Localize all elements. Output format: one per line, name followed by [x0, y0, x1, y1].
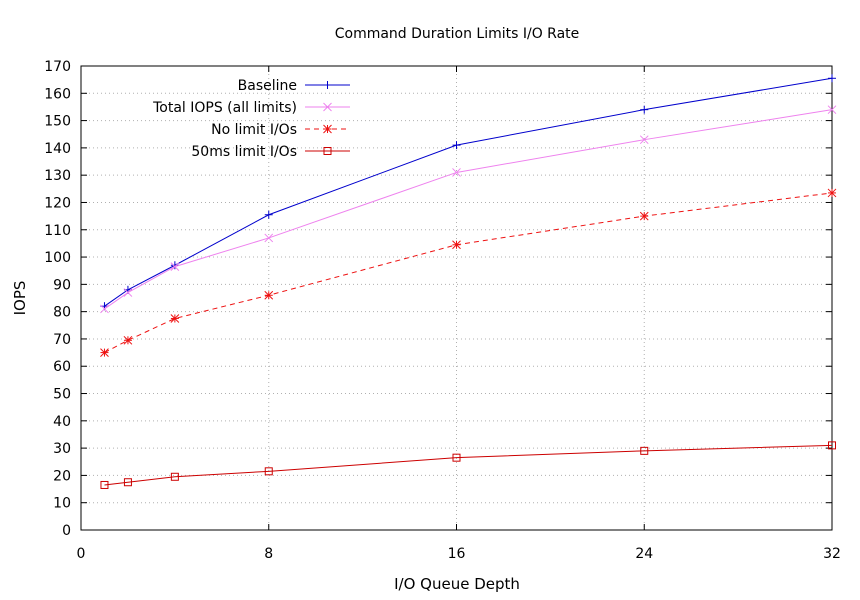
legend-label: 50ms limit I/Os: [191, 144, 297, 160]
series-line: [104, 444, 833, 486]
data-point: [100, 348, 109, 357]
y-tick-label: 150: [44, 114, 71, 130]
data-point: [170, 262, 180, 271]
legend-swatch-marker: [323, 147, 332, 155]
legend-swatch-marker: [323, 102, 332, 112]
data-point: [264, 290, 274, 300]
data-point: [264, 210, 273, 219]
y-tick-label: 40: [53, 414, 71, 430]
x-tick-label: 24: [635, 546, 653, 562]
data-point: [170, 314, 180, 323]
x-tick-label: 32: [823, 546, 841, 562]
grid: [81, 66, 832, 530]
y-tick-label: 160: [44, 86, 71, 102]
data-point: [123, 335, 133, 345]
data-point: [264, 233, 274, 243]
data-point: [452, 240, 461, 250]
x-tick-label: 0: [77, 546, 86, 562]
y-tick-label: 30: [53, 441, 71, 457]
legend-label: Baseline: [238, 78, 297, 94]
data-point: [170, 472, 179, 481]
y-tick-label: 120: [44, 195, 71, 211]
data-point: [827, 188, 837, 198]
y-tick-label: 170: [44, 59, 71, 75]
series-line: [104, 109, 833, 310]
data-point: [640, 446, 649, 455]
axes: 0102030405060708090100110120130140150160…: [44, 59, 841, 562]
data-point: [640, 105, 649, 114]
data-point: [452, 453, 461, 462]
y-tick-label: 50: [53, 387, 71, 403]
x-axis-label: I/O Queue Depth: [394, 575, 520, 593]
legend: Baseline Total IOPS (all limits) No limit …: [152, 78, 350, 160]
data-point: [264, 467, 273, 476]
y-tick-label: 90: [53, 277, 71, 293]
data-point: [639, 135, 649, 145]
legend-item: Baseline: [238, 78, 350, 94]
y-tick-label: 0: [62, 523, 71, 539]
y-tick-label: 110: [44, 223, 71, 239]
legend-label: Total IOPS (all limits): [152, 100, 297, 116]
data-point: [828, 74, 836, 83]
series-2: [100, 105, 837, 314]
legend-swatch-marker: [323, 124, 332, 134]
data-point: [100, 304, 109, 314]
legend-item: 50ms limit I/Os: [191, 144, 350, 160]
x-tick-label: 16: [448, 546, 466, 562]
series-layer: [100, 74, 837, 489]
data-point: [123, 478, 132, 487]
legend-swatch-marker: [323, 81, 332, 89]
y-tick-label: 20: [53, 468, 71, 484]
data-point: [123, 288, 133, 297]
series-3: [100, 188, 837, 357]
y-tick-label: 10: [53, 496, 71, 512]
series-4: [100, 441, 836, 489]
series-line: [104, 192, 833, 354]
y-tick-label: 140: [44, 141, 71, 157]
data-point: [100, 480, 109, 489]
y-tick-label: 130: [44, 168, 71, 184]
data-point: [452, 168, 461, 177]
y-tick-label: 60: [53, 359, 71, 375]
data-point: [828, 441, 836, 450]
y-tick-label: 80: [53, 305, 71, 321]
data-point: [170, 261, 179, 270]
data-point: [452, 141, 461, 150]
legend-item: No limit I/Os: [211, 122, 350, 138]
x-tick-label: 8: [264, 546, 273, 562]
chart-title: Command Duration Limits I/O Rate: [335, 26, 580, 42]
y-tick-label: 70: [53, 332, 71, 348]
data-point: [827, 105, 837, 115]
legend-label: No limit I/Os: [211, 122, 297, 138]
legend-item: Total IOPS (all limits): [152, 100, 350, 116]
data-point: [639, 211, 649, 221]
y-axis-label: IOPS: [11, 281, 29, 316]
y-tick-label: 100: [44, 250, 71, 266]
